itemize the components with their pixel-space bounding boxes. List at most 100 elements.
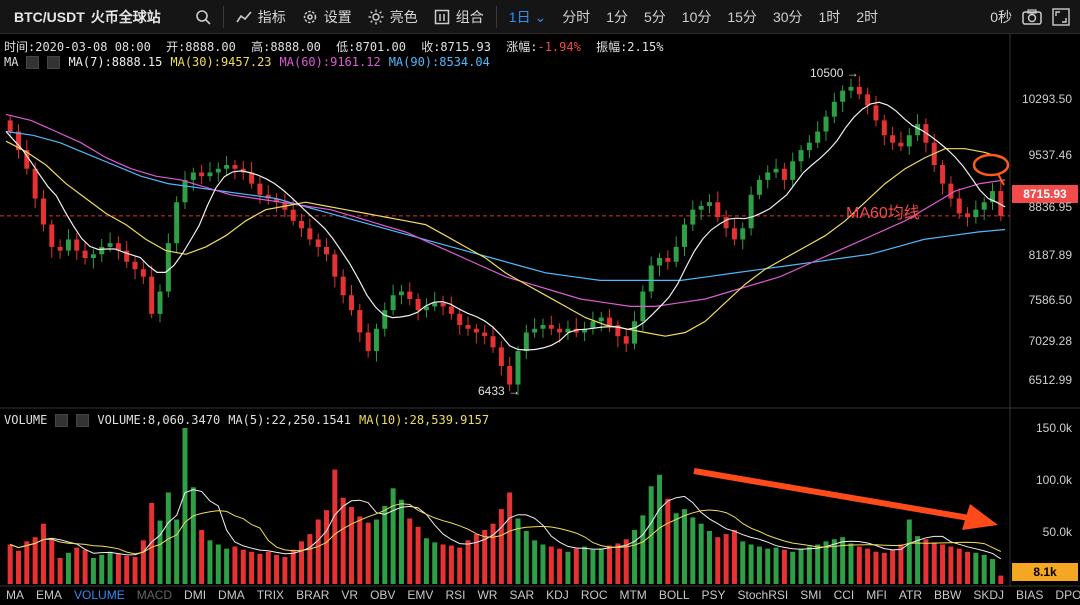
tab-brar[interactable]: BRAR — [296, 588, 330, 602]
search-icon — [195, 9, 211, 25]
tab-skdj[interactable]: SKDJ — [973, 588, 1005, 602]
tab-atr[interactable]: ATR — [898, 588, 923, 602]
volume-settings-icon[interactable] — [55, 413, 69, 427]
info-high: 高:8888.00 — [251, 40, 321, 54]
top-toolbar: BTC/USDT 火币全球站 指标 设置 亮色 组合 1日 ⌄ 分时 1分 5分 10分… — [0, 0, 1080, 34]
candle-body — [765, 172, 771, 180]
tab-volume[interactable]: VOLUME — [74, 588, 125, 602]
timeframe-5[interactable]: 15分 — [727, 8, 757, 25]
tab-dpo[interactable]: DPO — [1055, 588, 1080, 602]
tab-ma[interactable]: MA — [6, 588, 24, 602]
timeframe-0[interactable]: 1日 ⌄ — [508, 8, 547, 25]
high-label: 10500 — [810, 66, 844, 80]
candle-body — [681, 224, 687, 247]
ma-settings-icon[interactable] — [26, 55, 40, 69]
tab-sar[interactable]: SAR — [509, 588, 535, 602]
tab-stochrsi[interactable]: StochRSI — [737, 588, 789, 602]
volume-tick: 100.0k — [1035, 473, 1072, 487]
tab-wr[interactable]: WR — [477, 588, 498, 602]
tab-macd[interactable]: MACD — [136, 588, 173, 602]
volume-bar — [890, 549, 896, 584]
tab-bbw[interactable]: BBW — [934, 588, 962, 602]
volume-bar — [315, 519, 321, 584]
candle-body — [324, 246, 330, 255]
candle-body — [49, 224, 55, 247]
settings-label: 设置 — [323, 8, 352, 25]
timeframe-2[interactable]: 1分 — [606, 8, 628, 25]
volume-bar — [898, 544, 904, 584]
indicator-tabs: MA EMA VOLUME MACD DMI DMA TRIX BRAR VR OBV EMV RSI… — [0, 586, 1080, 605]
volume-bar — [990, 559, 996, 584]
tab-vr[interactable]: VR — [341, 588, 359, 602]
candle-body — [124, 250, 130, 262]
tab-mtm[interactable]: MTM — [619, 588, 647, 602]
candle-body — [715, 202, 721, 218]
volume-bar — [940, 544, 946, 584]
tab-emv[interactable]: EMV — [407, 588, 434, 602]
timeframe-7[interactable]: 1时 — [818, 8, 841, 25]
timeframe-6[interactable]: 30分 — [772, 8, 803, 25]
fullscreen-icon[interactable] — [1052, 7, 1070, 26]
tab-mfi[interactable]: MFI — [866, 588, 887, 602]
candle-body — [224, 165, 230, 169]
candle-body — [448, 306, 454, 314]
candle-body — [348, 295, 354, 311]
candle-body — [382, 310, 388, 329]
volume-bar — [182, 428, 188, 584]
volume-bar — [390, 488, 396, 584]
candle-body — [598, 317, 604, 322]
theme-button[interactable]: 亮色 — [360, 0, 426, 34]
tab-dma[interactable]: DMA — [218, 588, 245, 602]
pair-selector[interactable]: BTC/USDT 火币全球站 — [0, 0, 169, 34]
volume-close-icon[interactable] — [76, 413, 90, 427]
volume-bar — [740, 541, 746, 584]
volume-bar — [107, 551, 113, 584]
info-change-label: 涨幅: — [506, 40, 538, 54]
combo-label: 组合 — [455, 8, 484, 25]
tab-dmi[interactable]: DMI — [184, 588, 207, 602]
price-tick: 8836.95 — [1028, 199, 1072, 214]
tab-smi[interactable]: SMI — [800, 588, 822, 602]
volume-bar — [140, 540, 146, 584]
volume-bar — [798, 548, 804, 584]
tab-cci[interactable]: CCI — [833, 588, 855, 602]
volume-ma5-value: MA(5):22,250.1541 — [228, 413, 352, 427]
tab-psy[interactable]: PSY — [701, 588, 726, 602]
tab-boll[interactable]: BOLL — [658, 588, 690, 602]
trend-arrow-shaft — [693, 468, 976, 522]
settings-button[interactable]: 设置 — [294, 0, 360, 34]
volume-bar — [731, 529, 737, 584]
candle-body — [465, 325, 471, 329]
tab-roc[interactable]: ROC — [580, 588, 608, 602]
candle-body — [690, 209, 696, 225]
gear-icon — [303, 10, 317, 23]
volume-bar — [582, 546, 588, 584]
volume-bar — [265, 551, 271, 584]
volume-bar — [382, 506, 388, 584]
candle-body — [973, 209, 979, 218]
indicators-button[interactable]: 指标 — [228, 0, 294, 34]
search-button[interactable] — [187, 0, 219, 34]
price-axis[interactable]: 10293.50 9537.46 8836.95 8187.89 7586.50 7029… — [1010, 0, 1080, 605]
timeframe-1[interactable]: 分时 — [562, 8, 591, 25]
combo-button[interactable]: 组合 — [426, 0, 492, 34]
price-tick: 7029.28 — [1028, 334, 1072, 349]
timeframe-4[interactable]: 10分 — [681, 8, 712, 25]
volume-bar — [773, 547, 779, 584]
ma-close-icon[interactable] — [47, 55, 61, 69]
price-tick: 7586.50 — [1028, 292, 1072, 307]
tab-rsi[interactable]: RSI — [445, 588, 466, 602]
timeframe-8[interactable]: 2时 — [856, 8, 879, 25]
ma60-value: MA(60):9161.12 — [279, 55, 381, 69]
ma60-line — [5, 113, 1006, 307]
tab-trix[interactable]: TRIX — [256, 588, 285, 602]
candle-body — [357, 310, 363, 333]
volume-bar — [257, 553, 263, 584]
tab-bias[interactable]: BIAS — [1016, 588, 1044, 602]
timeframe-3[interactable]: 5分 — [643, 8, 666, 25]
tab-obv[interactable]: OBV — [370, 588, 396, 602]
tab-ema[interactable]: EMA — [36, 588, 63, 602]
camera-icon[interactable] — [1022, 8, 1042, 25]
tab-kdj[interactable]: KDJ — [546, 588, 569, 602]
